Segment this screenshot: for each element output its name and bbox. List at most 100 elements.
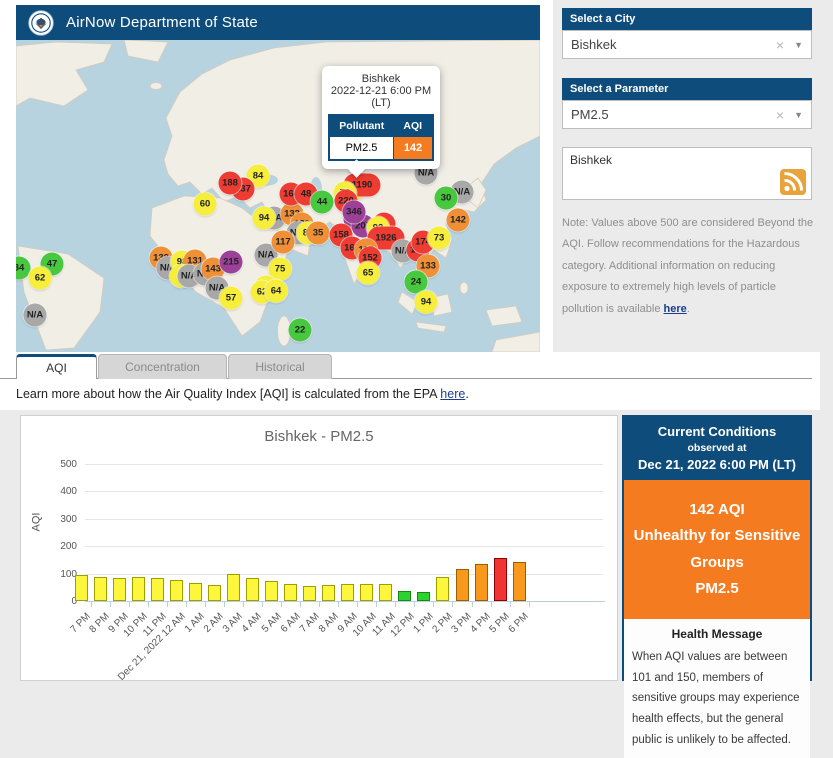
map-marker[interactable]: 142 [446, 208, 470, 232]
chart-xtick [338, 602, 340, 607]
map-marker[interactable]: 94 [414, 290, 438, 314]
select-parameter-label: Select a Parameter [562, 78, 812, 100]
chart-bar[interactable] [188, 582, 202, 601]
map-popup: Bishkek 2022-12-21 6:00 PM (LT) Pollutan… [322, 66, 440, 178]
chart-bar[interactable] [398, 591, 412, 601]
map-marker[interactable]: 346 [342, 200, 366, 224]
chart-bar[interactable] [474, 563, 488, 601]
map-marker[interactable]: 143 [201, 257, 225, 281]
city-select-value: Bishkek [571, 37, 617, 52]
map-marker[interactable]: 62 [28, 266, 52, 290]
tab-aqi[interactable]: AQI [16, 354, 97, 380]
map-marker[interactable]: 64 [264, 279, 288, 303]
chart-xtick [433, 602, 435, 607]
chart-bar[interactable] [265, 581, 278, 601]
map-marker[interactable]: 75 [268, 257, 292, 281]
chart-bar[interactable] [436, 576, 450, 601]
chart-bar[interactable] [207, 584, 221, 601]
map-marker[interactable]: 94 [252, 206, 276, 230]
aqi-pollutant-line: PM2.5 [695, 579, 739, 597]
map-marker[interactable]: 117 [271, 230, 295, 254]
chart-bar[interactable] [493, 558, 507, 601]
city-clear-icon[interactable]: × [775, 36, 785, 53]
chart-xtick [242, 602, 244, 607]
chart-bar[interactable] [284, 583, 298, 601]
current-conditions-panel: Current Conditions observed at Dec 21, 2… [622, 415, 812, 758]
learn-more-suffix: . [465, 387, 469, 401]
chart-xtick [185, 602, 187, 607]
chart-bar[interactable] [226, 573, 240, 601]
chart-xtick-label: 4 AM [240, 611, 265, 635]
learn-more-text: Learn more about how the Air Quality Ind… [16, 387, 469, 401]
chart-gridline [85, 573, 603, 575]
aqi-category-block: 142 AQI Unhealthy for Sensitive Groups P… [624, 480, 810, 619]
chart-xtick [204, 602, 206, 607]
note-text: Note: Values above 500 are considered Be… [562, 217, 814, 315]
chart-bar[interactable] [303, 585, 317, 601]
chart-bar[interactable] [417, 591, 431, 601]
chart-bar[interactable] [112, 577, 126, 601]
map-marker[interactable]: 65 [356, 261, 380, 285]
map-marker[interactable]: 22 [288, 318, 312, 342]
chart-bar[interactable] [150, 578, 164, 601]
chart-bar[interactable] [74, 575, 88, 601]
map-marker[interactable]: 60 [193, 192, 217, 216]
map-marker[interactable]: 24 [404, 270, 428, 294]
map-marker[interactable]: 34 [16, 256, 31, 280]
map-marker[interactable]: 73 [427, 226, 451, 250]
chart-xtick [376, 602, 378, 607]
observed-at-label: observed at [687, 442, 747, 454]
map-marker[interactable]: 44 [310, 190, 334, 214]
chart-bar[interactable] [379, 583, 393, 601]
map-marker[interactable]: 30 [434, 186, 458, 210]
map-marker[interactable]: 57 [219, 286, 243, 310]
chart-xtick [223, 602, 225, 607]
map-marker-na[interactable]: N/A [23, 303, 47, 327]
chart-xtick-label: 1 AM [183, 611, 208, 635]
chart-ytick-label: 200 [60, 541, 77, 552]
map-marker[interactable]: 35 [306, 221, 330, 245]
chart-xtick [109, 602, 111, 607]
map-marker[interactable]: 188 [218, 171, 242, 195]
app-title: AirNow Department of State [66, 14, 258, 31]
tab-historical[interactable]: Historical [228, 354, 332, 379]
chart-bar[interactable] [169, 579, 183, 601]
learn-more-here-link[interactable]: here [440, 387, 466, 401]
chart-xtick [414, 602, 416, 607]
chart-x-axis [85, 601, 605, 602]
select-city-widget: Select a City Bishkek × ▼ [562, 8, 812, 59]
parameter-chevron-down-icon[interactable]: ▼ [794, 109, 803, 120]
popup-aqi-value: 142 [392, 136, 434, 161]
chart-xtick [281, 602, 283, 607]
chart-bar[interactable] [341, 583, 355, 601]
chart-bar[interactable] [322, 584, 336, 601]
chart-bar[interactable] [131, 577, 145, 601]
chart-bar[interactable] [455, 568, 469, 601]
chart-xtick-label: 8 PM [87, 611, 112, 636]
chart-gridline [85, 463, 603, 465]
city-select[interactable]: Bishkek × ▼ [562, 30, 812, 59]
select-parameter-widget: Select a Parameter PM2.5 × ▼ [562, 78, 812, 129]
chart-xtick-label: 7 AM [297, 611, 322, 635]
chart-xtick-label: 5 AM [259, 611, 284, 635]
beyond-aqi-note: Note: Values above 500 are considered Be… [562, 213, 814, 320]
world-aqi-map[interactable]: 344762N/A6084137188138N/A981318N/AN/A143… [16, 40, 540, 352]
chart-ytick-label: 400 [60, 486, 77, 497]
chart-xtick [528, 602, 530, 607]
city-chevron-down-icon[interactable]: ▼ [794, 39, 803, 50]
note-here-link[interactable]: here [663, 302, 687, 315]
chart-xtick-label: 1 PM [411, 611, 436, 636]
chart-bar[interactable] [93, 577, 107, 601]
rss-icon[interactable] [780, 169, 806, 195]
map-marker[interactable]: 215 [219, 250, 243, 274]
chart-xtick [261, 602, 263, 607]
chart-xtick-label: 7 PM [68, 611, 93, 636]
current-conditions-title: Current Conditions [657, 424, 777, 439]
rss-city-label: Bishkek [570, 153, 613, 167]
chart-bar[interactable] [512, 561, 526, 601]
tab-concentration[interactable]: Concentration [98, 354, 227, 379]
chart-bar[interactable] [360, 583, 374, 601]
parameter-select[interactable]: PM2.5 × ▼ [562, 100, 812, 129]
parameter-clear-icon[interactable]: × [775, 106, 785, 123]
chart-bar[interactable] [245, 577, 259, 601]
